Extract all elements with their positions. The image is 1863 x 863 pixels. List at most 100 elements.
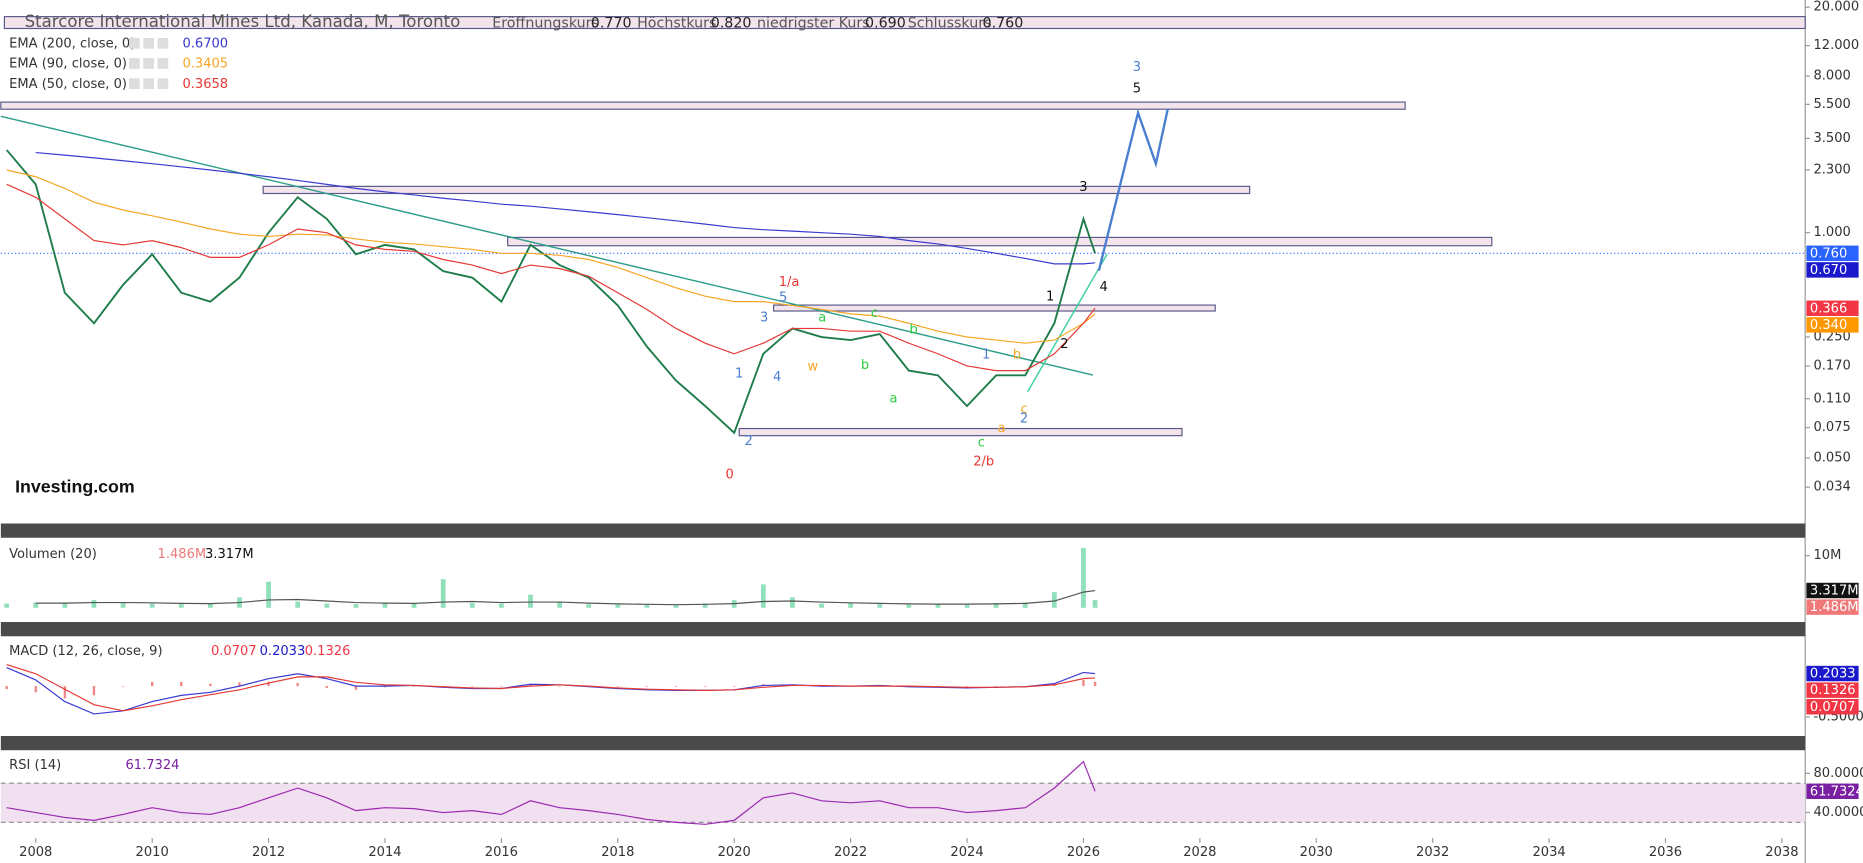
volume-bar (906, 604, 912, 608)
legend-value: 1.486M (158, 547, 207, 562)
legend-value: 3.317M (205, 547, 254, 562)
pane-separator (0, 523, 1806, 538)
wave-label: 1 (982, 347, 990, 362)
histogram-bar (267, 681, 270, 687)
volume-bar (382, 602, 388, 608)
legend-name: EMA (50, close, 0) (9, 77, 127, 92)
legend-value: 0.3405 (182, 57, 228, 72)
line (5, 149, 1096, 435)
histogram-bar (5, 686, 8, 690)
ohlc-name: niedrigster Kurs (757, 16, 870, 32)
x-tick-label: 2010 (136, 845, 169, 860)
volume-bar (149, 603, 155, 608)
volume-bar (33, 602, 39, 608)
volume-bar (528, 594, 533, 608)
legend-icon (143, 78, 154, 90)
volume-bar (673, 605, 679, 608)
histogram-bar (529, 684, 532, 687)
line (35, 589, 1096, 606)
wave-label: 1 (1046, 289, 1054, 304)
x-tick-label: 2036 (1649, 845, 1682, 860)
price-badge (1806, 699, 1859, 715)
histogram-bar (150, 681, 154, 687)
histogram-bar (238, 682, 241, 687)
line (6, 169, 1096, 344)
volume-bar (702, 603, 708, 608)
y-tick-label: 0.250 (1813, 329, 1850, 344)
x-tick-label: 2024 (950, 845, 983, 860)
histogram-bar (209, 683, 212, 687)
price-badge (1806, 317, 1859, 333)
histogram-bar (674, 686, 678, 687)
price-badge-label: 0.1326 (1810, 683, 1856, 698)
wave-label: a (818, 311, 826, 326)
price-badge (1806, 582, 1859, 599)
ohlc-name: Höchstkurs (637, 16, 716, 32)
wave-label: 5 (779, 290, 787, 305)
wave-label: b (861, 358, 869, 373)
legend-icon (157, 58, 169, 69)
price-badge-label: 0.340 (1810, 318, 1847, 333)
price-badge (1806, 245, 1859, 262)
histogram-bar (121, 686, 125, 687)
legend-value: 0.6700 (182, 36, 228, 51)
wave-label: w (807, 359, 818, 374)
wave-label: 4 (1099, 280, 1107, 295)
y-tick-label: 1.000 (1813, 225, 1850, 240)
x-tick-label: 2012 (252, 845, 285, 860)
price-badge (1806, 783, 1859, 799)
brand: Investing.com (15, 477, 135, 497)
volume-bar (1092, 600, 1098, 608)
wave-label: c (871, 306, 878, 321)
ohlc-value: 0.820 (711, 16, 752, 32)
zone (262, 185, 1251, 195)
legend-icon (129, 58, 140, 69)
price-badge-label: 0.0707 (1810, 700, 1856, 715)
y-tick-label: 0.050 (1813, 451, 1850, 466)
wave-label: 1 (735, 366, 743, 381)
volume-bar (178, 604, 184, 608)
y-tick-label: 12.000 (1813, 38, 1859, 53)
histogram-bar (994, 686, 998, 687)
pane-title: MACD (12, 26, close, 9) (9, 644, 162, 659)
ohlc-name: Schlusskurs (908, 16, 992, 32)
legend-value: 0.2033 (260, 644, 306, 659)
volume-bar (4, 603, 10, 608)
y-tick-label: 8.000 (1813, 69, 1850, 84)
wave-label: 4 (773, 370, 781, 385)
price-badge-label: 0.670 (1810, 263, 1847, 278)
wave-label: 0 (726, 467, 734, 482)
histogram-bar (645, 686, 649, 687)
volume-bar (440, 579, 446, 608)
volume-bar (557, 601, 562, 608)
volume-bar (1051, 592, 1057, 608)
x-tick-label: 2022 (834, 845, 867, 860)
histogram-bar (1053, 684, 1056, 687)
legend-name: EMA (90, close, 0) (9, 57, 127, 72)
line (35, 151, 1096, 265)
wave-label: b (1013, 347, 1021, 362)
line (6, 663, 1096, 712)
volume-bar (1022, 602, 1028, 608)
volume-bar (295, 601, 301, 608)
histogram-bar (616, 686, 619, 687)
volume-bar (469, 603, 475, 608)
legend-icon (129, 37, 140, 49)
price-badge-label: 61.7324 (1810, 784, 1863, 799)
legend-icon (157, 37, 169, 49)
wave-label: a (890, 391, 898, 406)
volume-bar (790, 597, 795, 608)
volume-bar (586, 604, 592, 608)
volume-bar (760, 584, 766, 608)
pane-separator (0, 622, 1806, 637)
histogram-bar (92, 686, 96, 696)
x-tick-label: 2016 (485, 845, 518, 860)
wave-label: a (998, 421, 1006, 436)
trend-line (1027, 253, 1108, 393)
x-tick-label: 2034 (1532, 845, 1565, 860)
x-tick-label: 2030 (1300, 845, 1333, 860)
y-tick-label: 10M (1813, 548, 1841, 563)
wave-label: 2 (1060, 337, 1068, 352)
histogram-bar (1093, 681, 1097, 687)
